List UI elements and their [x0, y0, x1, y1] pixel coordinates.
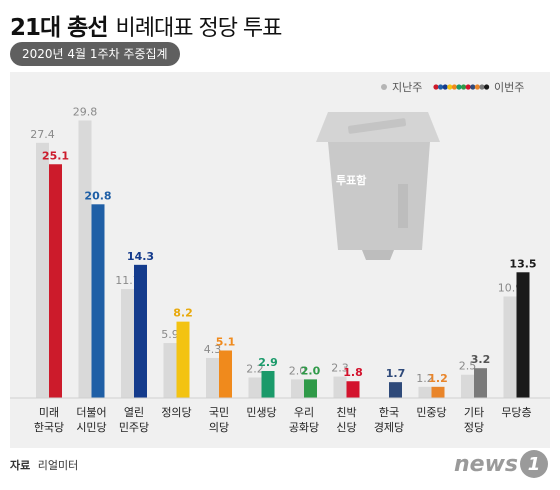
bar-curr [261, 370, 275, 398]
bars: 27.425.129.820.811.714.35.98.24.35.12.22… [30, 105, 537, 399]
bar-chart: 투표함 지난주 이번주 27.4 25.1 29.8 20.8 11.7 14.3 5.9 8… [10, 81, 550, 434]
value-label-prev: 1.2 [416, 372, 434, 385]
category-label: 의당 [209, 421, 229, 434]
value-label-curr: 1.8 [343, 366, 363, 379]
source-value: 리얼미터 [37, 459, 79, 472]
value-label-curr: 20.8 [84, 189, 111, 202]
value-label-prev: 2.5 [459, 360, 477, 373]
ballot-box-illustration: 투표함 [316, 112, 440, 260]
legend-prev-marker [381, 84, 387, 90]
bar-prev [206, 357, 219, 398]
bar-prev [36, 142, 49, 398]
category-label: 한국 [379, 406, 399, 419]
bar-curr [176, 321, 190, 398]
category-label: 경제당 [374, 421, 404, 434]
source-label: 자료 [10, 459, 31, 472]
legend-curr-dot [465, 84, 471, 90]
legend-prev-label: 지난주 [392, 81, 422, 94]
category-label: 미래 [39, 406, 59, 419]
category-label: 열린 [124, 406, 144, 419]
legend-curr-dot [442, 84, 448, 90]
legend-curr-dot [438, 84, 444, 90]
title-sub: 비례대표 정당 투표 [115, 16, 283, 41]
logo-mark: 1 [520, 450, 548, 478]
value-label-curr: 8.2 [173, 307, 193, 320]
category-label: 민중당 [416, 406, 446, 419]
bar-prev [121, 289, 134, 398]
period-badge: 2020년 4월 1주차 주중집계 [10, 42, 180, 66]
legend-curr-marker [433, 84, 490, 90]
category-label: 공화당 [289, 421, 319, 434]
category-label: 신당 [336, 421, 356, 434]
chart-panel: 투표함 지난주 이번주 27.4 25.1 29.8 20.8 11.7 14.3 5.9 8… [10, 72, 550, 448]
category-label: 민주당 [119, 421, 149, 434]
source: 자료 리얼미터 [10, 457, 78, 473]
value-label-prev: 29.8 [73, 105, 98, 118]
value-label-prev: 4.3 [204, 343, 222, 356]
category-label: 정의당 [161, 406, 191, 419]
bar-curr [304, 379, 317, 398]
chart-title: 21대 총선 비례대표 정당 투표 [10, 8, 282, 41]
logo-text: news [453, 451, 518, 477]
legend: 지난주 이번주 [381, 81, 524, 94]
value-label-prev: 11.7 [115, 274, 140, 287]
legend-curr-dot [451, 84, 457, 90]
bar-prev [291, 379, 304, 398]
category-label: 시민당 [76, 421, 106, 434]
category-label: 민생당 [246, 406, 276, 419]
value-label-prev: 2.0 [289, 364, 307, 377]
legend-curr-dot [433, 84, 439, 90]
legend-curr-dot [456, 84, 462, 90]
legend-curr-label: 이번주 [494, 81, 524, 94]
category-label: 국민 [209, 406, 229, 419]
bar-curr [219, 350, 232, 398]
category-label: 기타 [464, 406, 484, 419]
value-label-curr: 2.0 [301, 364, 321, 377]
category-label: 친박 [336, 406, 356, 419]
value-label-prev: 2.2 [246, 363, 264, 376]
category-label: 무당층 [501, 406, 531, 419]
bar-curr [134, 264, 147, 398]
value-label-curr: 25.1 [42, 149, 69, 162]
bar-prev [248, 377, 262, 398]
value-label-curr: 5.1 [216, 336, 236, 349]
bar-curr [91, 204, 105, 398]
value-label-curr: 2.9 [258, 356, 278, 369]
value-label-curr: 1.7 [386, 367, 406, 380]
legend-curr-dot [479, 84, 485, 90]
legend-curr-dot [447, 84, 453, 90]
bar-curr [474, 368, 487, 398]
category-label: 정당 [464, 421, 484, 434]
value-label-prev: 10.9 [498, 281, 523, 294]
bar-curr [389, 382, 402, 398]
bar-curr [49, 164, 62, 398]
value-label-curr: 13.5 [509, 257, 536, 270]
ballot-box-label: 투표함 [336, 173, 366, 187]
category-label: 한국당 [34, 421, 64, 434]
legend-curr-dot [461, 84, 467, 90]
bar-curr [431, 386, 445, 398]
legend-curr-dot [474, 84, 480, 90]
bar-prev [461, 374, 474, 398]
value-label-prev: 2.3 [331, 362, 349, 375]
bar-prev [418, 386, 432, 398]
value-label-curr: 1.2 [428, 372, 448, 385]
legend-curr-dot [484, 84, 490, 90]
bar-curr [516, 272, 530, 398]
value-label-prev: 27.4 [30, 128, 55, 141]
bar-prev [163, 343, 177, 398]
category-label: 더불어 [76, 406, 106, 419]
bar-curr [346, 381, 360, 398]
bar-prev [78, 120, 92, 399]
value-label-curr: 14.3 [127, 250, 154, 263]
value-label-prev: 5.9 [161, 328, 179, 341]
bar-prev [503, 296, 517, 398]
legend-curr-dot [470, 84, 476, 90]
news1-logo: news 1 [454, 448, 548, 480]
category-label: 우리 [294, 406, 314, 419]
title-main: 21대 총선 [10, 15, 108, 41]
value-label-curr: 3.2 [471, 353, 491, 366]
bar-prev [333, 376, 347, 398]
